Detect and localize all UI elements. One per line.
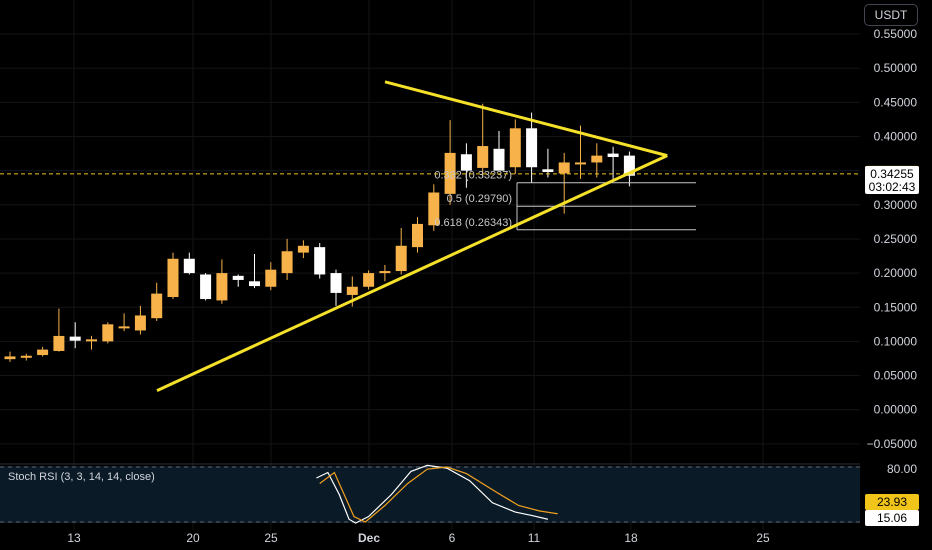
price-tick-label: 0.05000 [874,369,918,383]
price-tick-label: 0.10000 [874,334,918,348]
candle-body [379,271,391,274]
current-price-badge [865,166,919,194]
candle-body [412,223,423,248]
candle-body [363,273,375,287]
current-price-text: 0.34255 [870,167,914,181]
candle-body [167,258,179,298]
fib-label: 0.618 (0.26343) [434,217,512,229]
candle-body [542,169,554,173]
time-tick-label: 6 [449,531,456,545]
price-tick-label: 0.15000 [874,300,918,314]
time-tick-label: 25 [756,531,770,545]
candle-body [232,275,244,280]
candle-body [395,245,407,272]
candle-body [314,247,326,275]
stoch-upper-label: 80.00 [887,462,917,476]
candle-body [591,155,603,163]
price-tick-label: 0.00000 [874,403,918,417]
candle-body [330,273,342,293]
countdown-text: 03:02:43 [869,180,916,194]
candle-body [216,273,228,301]
candle-body [102,324,114,342]
price-tick-label: −0.05000 [867,437,918,451]
indicator-label: Stoch RSI (3, 3, 14, 14, close) [8,471,155,483]
price-tick-label: 0.30000 [874,198,918,212]
candle-body [134,315,146,331]
candle-body [249,281,260,287]
price-tick-label: 0.40000 [874,130,918,144]
time-tick-label: 11 [528,531,541,545]
time-tick-label: 20 [186,531,200,545]
price-tick-label: 0.20000 [874,266,918,280]
candle-body [346,286,358,295]
price-tick-label: 0.55000 [874,27,918,41]
candle-body [20,355,32,358]
candle-body [526,128,538,168]
stoch-d-badge [865,510,919,526]
price-tick-label: 0.45000 [874,95,918,109]
stoch-d-line [319,466,558,523]
stoch-d-value: 15.06 [877,511,907,525]
candle-body [37,349,49,356]
candle-body [460,154,472,171]
candle-body [151,293,163,319]
time-tick-label: 25 [264,531,278,545]
stoch-k-value: 23.93 [877,495,907,509]
price-axis-bg [860,0,932,550]
candle-body [4,356,16,360]
stoch-band [0,466,860,523]
candle-body [200,274,212,300]
candle-body [281,251,293,274]
fib-label: 0.5 (0.29790) [447,193,512,205]
candle-body [607,153,619,157]
candle-body [477,146,489,168]
candle-body [118,326,130,329]
stoch-k-badge [865,494,919,510]
candle-body [428,192,440,226]
price-tick-label: 0.50000 [874,61,918,75]
price-tick-label: 0.25000 [874,232,918,246]
time-tick-label: Dec [358,531,380,545]
currency-button[interactable]: USDT [864,4,918,26]
candle-body [53,335,65,351]
candle-body [493,148,505,171]
candle-body [509,128,521,168]
candle-body [183,258,195,274]
candle-body [265,269,277,287]
candle-body [558,162,570,174]
candle-body [623,155,635,176]
fib-label: 0.382 (0.33237) [434,170,512,182]
stoch-k-line [316,464,549,524]
time-tick-label: 13 [67,531,81,545]
candle-body [297,245,309,253]
candle-body [575,162,586,165]
time-tick-label: 18 [624,531,638,545]
candle-body [86,339,97,342]
triangle-lower-line [156,154,668,392]
triangle-upper-line [384,80,668,158]
candle-body [69,336,81,341]
